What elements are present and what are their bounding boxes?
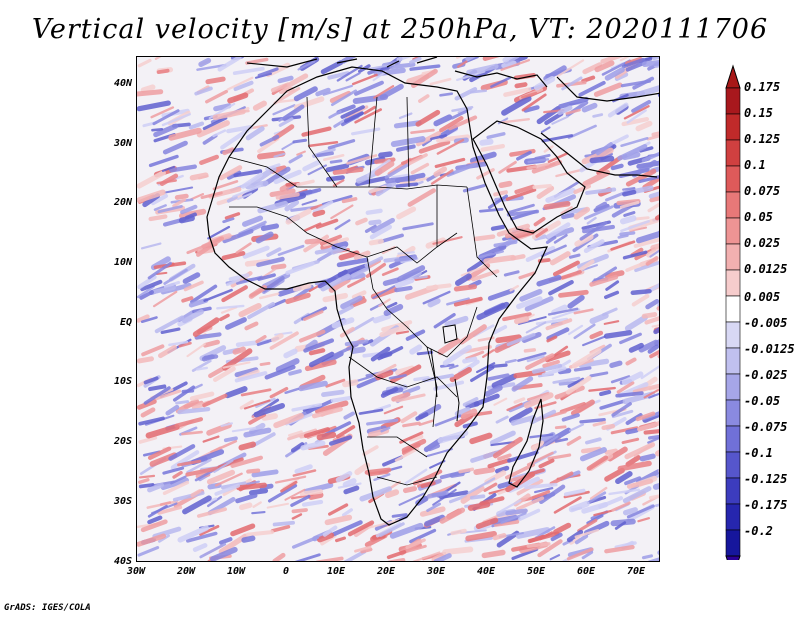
lat-label: 40N <box>113 78 132 89</box>
colorbar-swatch <box>725 191 741 219</box>
colorbar-swatch <box>725 87 741 115</box>
colorbar-label: 0.005 <box>744 290 781 304</box>
colorbar-swatch <box>725 165 741 193</box>
coastline-overlay <box>206 57 659 526</box>
colorbar-swatch <box>725 425 741 453</box>
colorbar-swatch <box>725 243 741 271</box>
colorbar-label: -0.125 <box>744 472 788 486</box>
colorbar-label: -0.05 <box>744 394 781 408</box>
europe-coastline <box>246 57 548 88</box>
colorbar-swatch <box>725 321 741 349</box>
lat-label: 10N <box>113 257 132 268</box>
chart-title: Vertical velocity [m/s] at 250hPa, VT: 2… <box>31 14 769 45</box>
colorbar-label: 0.075 <box>744 184 781 198</box>
colorbar-label: -0.075 <box>744 420 788 434</box>
colorbar-label: -0.2 <box>744 524 773 538</box>
lon-label: 30E <box>426 566 446 577</box>
lake-victoria <box>442 324 458 344</box>
colorbar-label: -0.025 <box>744 368 788 382</box>
colorbar-label: -0.1 <box>744 446 773 460</box>
colorbar-swatch <box>725 139 741 167</box>
lon-label: 50E <box>526 566 546 577</box>
colorbar-swatch <box>725 399 741 427</box>
colorbar-swatch <box>725 451 741 479</box>
colorbar-label: 0.025 <box>744 236 781 250</box>
colorbar-label: 0.1 <box>744 158 766 172</box>
colorbar-label: 0.15 <box>744 106 773 120</box>
colorbar-label: 0.05 <box>744 210 773 224</box>
lat-label: 30S <box>113 496 132 507</box>
lon-label: 40E <box>476 566 496 577</box>
footer-credit: GrADS: IGES/COLA <box>4 603 91 613</box>
colorbar-swatch <box>725 113 741 141</box>
colorbar-swatch <box>725 529 741 557</box>
lon-label: 30W <box>126 566 146 577</box>
colorbar-label: -0.175 <box>744 498 788 512</box>
lon-label: 60E <box>576 566 596 577</box>
lake-malawi <box>454 378 460 422</box>
lon-label: 10E <box>326 566 346 577</box>
colorbar-swatch <box>725 373 741 401</box>
colorbar-label: 0.0125 <box>744 262 788 276</box>
colorbar-label: 0.175 <box>744 80 781 94</box>
colorbar-swatch <box>725 217 741 245</box>
colorbar-bottom-arrow <box>725 555 741 560</box>
lake-tanganyika <box>430 348 438 398</box>
lon-label: 70E <box>626 566 646 577</box>
lon-label: 0 <box>282 566 290 577</box>
colorbar-swatch <box>725 347 741 375</box>
lat-label: 40S <box>113 556 132 567</box>
colorbar-top-arrow <box>725 64 741 89</box>
lon-label: 20E <box>376 566 396 577</box>
lat-label: EQ <box>119 317 132 328</box>
colorbar-label: 0.125 <box>744 132 781 146</box>
country-borders <box>228 96 498 486</box>
lat-label: 30N <box>113 138 132 149</box>
colorbar-label: -0.0125 <box>744 342 795 356</box>
colorbar-swatch <box>725 477 741 505</box>
colorbar-graphic <box>725 64 741 560</box>
colorbar-swatch <box>725 295 741 323</box>
africa-coastline <box>206 66 548 526</box>
madagascar-coastline <box>508 398 544 488</box>
lat-label: 20N <box>113 197 132 208</box>
lon-label: 20W <box>176 566 196 577</box>
map-panel[interactable] <box>136 56 660 562</box>
colorbar-swatch <box>725 503 741 531</box>
colorbar-swatch <box>725 269 741 297</box>
colorbar-label: -0.005 <box>744 316 788 330</box>
arabia-coastline <box>472 120 586 234</box>
colorbar <box>720 60 800 560</box>
lon-label: 10W <box>226 566 246 577</box>
lat-label: 20S <box>113 436 132 447</box>
asia-coastline <box>540 76 659 178</box>
lat-label: 10S <box>113 376 132 387</box>
